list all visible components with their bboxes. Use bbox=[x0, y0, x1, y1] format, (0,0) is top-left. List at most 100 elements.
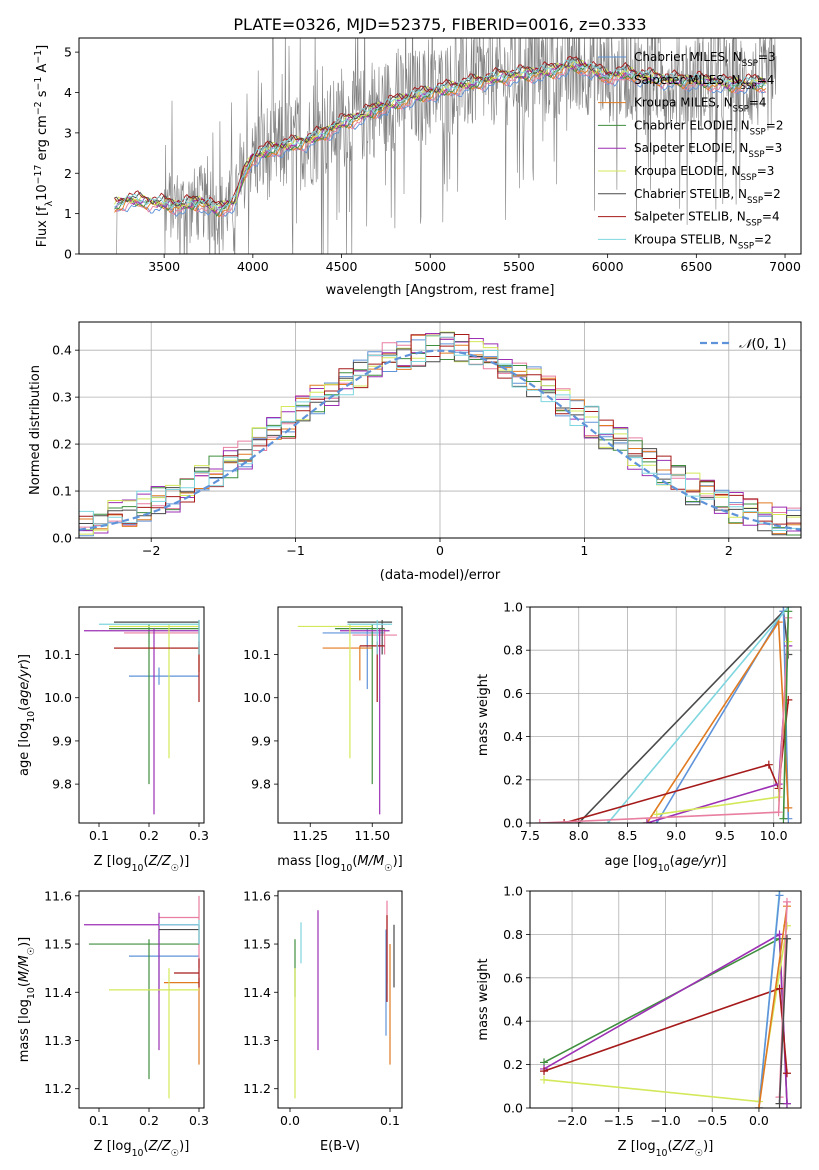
errorbar-salpeter-stelib bbox=[174, 958, 200, 988]
y-axis-label: Normed distribution bbox=[28, 365, 43, 495]
x-axis-label: Z [log10(Z/Z☉)] bbox=[94, 854, 190, 874]
x-tick-label: −1.0 bbox=[650, 1113, 680, 1128]
y-tick-label: 3 bbox=[64, 125, 72, 140]
y-tick-label: 0.0 bbox=[52, 531, 72, 546]
errorbar-kroupa-stelib bbox=[347, 619, 393, 655]
y-tick-label: 4 bbox=[64, 85, 72, 100]
weight-marker bbox=[642, 819, 651, 823]
y-axis-label: mass [log10(M/M☉)] bbox=[17, 937, 37, 1063]
x-tick-label: 0.1 bbox=[89, 828, 109, 843]
x-tick-label: 8.5 bbox=[618, 828, 638, 843]
legend-label: Kroupa STELIB, NSSP=2 bbox=[634, 232, 772, 251]
weight-marker bbox=[535, 819, 544, 823]
y-tick-label: 11.5 bbox=[44, 937, 72, 952]
errorbar-salpeter-elodie bbox=[340, 628, 390, 815]
legend-label: Kroupa MILES, NSSP=4 bbox=[634, 96, 767, 115]
x-tick-label: 0.0 bbox=[749, 1113, 769, 1128]
axes-frame bbox=[78, 606, 205, 824]
errorbar-chabrier-miles bbox=[129, 667, 199, 685]
x-tick-label: 0.1 bbox=[380, 1113, 400, 1128]
y-tick-label: 9.9 bbox=[52, 733, 72, 748]
legend-label: Chabrier MILES, NSSP=3 bbox=[634, 50, 776, 69]
errorbar-kroupa-stelib bbox=[159, 919, 200, 945]
axes-frame bbox=[78, 37, 802, 255]
legend-label: Chabrier ELODIE, NSSP=2 bbox=[634, 118, 783, 137]
y-tick-label: 0.3 bbox=[52, 390, 72, 405]
y-tick-label: 0.2 bbox=[503, 772, 523, 787]
errorbar-kroupa-elodie bbox=[297, 624, 373, 759]
x-tick-label: 0 bbox=[436, 543, 444, 558]
y-tick-label: 0.8 bbox=[503, 927, 523, 942]
weight-line-kroupa-stelib bbox=[607, 607, 789, 823]
model-spectrum-kroupa-stelib bbox=[114, 59, 766, 212]
errorbar-salpeter-miles bbox=[352, 628, 398, 655]
y-tick-label: 1 bbox=[64, 206, 72, 221]
errorbar-kroupa-elodie bbox=[109, 624, 199, 759]
y-tick-label: 11.5 bbox=[243, 937, 271, 952]
x-axis-label: wavelength [Angstrom, rest frame] bbox=[326, 283, 555, 298]
errorbar-salpeter-elodie bbox=[84, 628, 199, 815]
y-tick-label: 0.4 bbox=[503, 729, 523, 744]
model-spectrum-chabrier-elodie bbox=[114, 63, 767, 217]
x-axis-label: age [log10(age/yr)] bbox=[604, 854, 726, 874]
weight-line-kroupa-miles bbox=[758, 906, 788, 1108]
x-tick-label: 1 bbox=[580, 543, 588, 558]
legend-spectrum: Chabrier MILES, NSSP=3 Salpeter MILES, NS… bbox=[598, 50, 783, 251]
y-tick-label: 0.4 bbox=[503, 1014, 523, 1029]
x-tick-label: 4000 bbox=[237, 259, 269, 274]
axes-residuals: −2 −1 0 1 2 0.0 0.1 0.2 0.3 0.4 (data-model)/error… bbox=[28, 321, 802, 583]
weight-marker bbox=[779, 814, 788, 823]
errorbar-chabrier-miles bbox=[322, 628, 385, 690]
axes-mass-vs-Z: 0.1 0.2 0.3 11.2 11.3 11.4 11.5 11.6 Z [log10(Z/… bbox=[17, 888, 209, 1158]
y-tick-label: 11.2 bbox=[243, 1081, 271, 1096]
x-tick-label: 5000 bbox=[414, 259, 446, 274]
y-tick-label: 0.0 bbox=[503, 1101, 523, 1116]
normal-curve bbox=[79, 349, 801, 531]
plot-area-age-vs-mass bbox=[297, 619, 398, 815]
x-tick-label: 6500 bbox=[680, 259, 712, 274]
plot-area-weight-vs-Z bbox=[530, 891, 801, 1108]
weight-marker bbox=[560, 819, 569, 823]
y-tick-label: 1.0 bbox=[503, 600, 523, 615]
y-tick-label: 11.6 bbox=[44, 888, 72, 903]
x-tick-label: 7000 bbox=[769, 259, 801, 274]
x-tick-label: 9.0 bbox=[666, 828, 686, 843]
plot-area-mass-vs-EBV bbox=[294, 900, 395, 1099]
y-tick-label: 11.3 bbox=[243, 1033, 271, 1048]
plot-area-age-vs-Z bbox=[84, 619, 200, 815]
x-axis-label: Z [log10(Z/Z☉)] bbox=[618, 1139, 714, 1159]
y-axis-label: mass weight bbox=[476, 674, 491, 756]
y-tick-label: 10.1 bbox=[243, 647, 271, 662]
weight-marker bbox=[775, 1099, 784, 1108]
errorbar-kroupa-elodie bbox=[109, 968, 199, 1099]
axes-age-vs-mass: 11.25 11.50 9.8 9.9 10.0 10.1 mass [log10(M/M☉… bbox=[243, 606, 403, 874]
x-tick-label: 4500 bbox=[326, 259, 358, 274]
y-tick-label: 0.2 bbox=[503, 1057, 523, 1072]
x-tick-label: 0.3 bbox=[189, 828, 209, 843]
y-tick-label: 0 bbox=[64, 247, 72, 262]
x-tick-label: −2.0 bbox=[557, 1113, 587, 1128]
weight-marker bbox=[754, 1104, 763, 1108]
errorbar-kroupa-stelib bbox=[99, 619, 200, 655]
legend-label: Salpeter STELIB, NSSP=4 bbox=[634, 210, 780, 229]
x-tick-label: −2 bbox=[142, 543, 160, 558]
legend-label: 𝒩(0, 1) bbox=[739, 337, 786, 352]
legend-normal: 𝒩(0, 1) bbox=[700, 337, 786, 352]
x-tick-label: 2 bbox=[725, 543, 733, 558]
x-axis-label: mass [log10(M/M☉)] bbox=[277, 854, 403, 874]
x-tick-label: 0.2 bbox=[139, 1113, 159, 1128]
y-axis-label: Flux [fλ10−17 erg cm−2 s−1 A−1] bbox=[33, 45, 55, 247]
weight-line-chabrier-elodie bbox=[782, 611, 790, 819]
plot-area-mass-vs-Z bbox=[84, 895, 200, 1099]
y-tick-label: 0.0 bbox=[503, 816, 523, 831]
model-spectrum-chabrier-stelib bbox=[114, 57, 767, 207]
x-axis-label: E(B-V) bbox=[320, 1139, 360, 1154]
x-tick-label: 0.2 bbox=[139, 828, 159, 843]
y-axis-label: mass weight bbox=[476, 958, 491, 1040]
y-tick-label: 10.1 bbox=[44, 647, 72, 662]
y-tick-label: 10.0 bbox=[44, 690, 72, 705]
x-tick-label: 6000 bbox=[592, 259, 624, 274]
x-tick-label: −1 bbox=[286, 543, 304, 558]
y-tick-label: 9.8 bbox=[251, 777, 271, 792]
legend-label: Salpeter ELODIE, NSSP=3 bbox=[634, 141, 782, 160]
